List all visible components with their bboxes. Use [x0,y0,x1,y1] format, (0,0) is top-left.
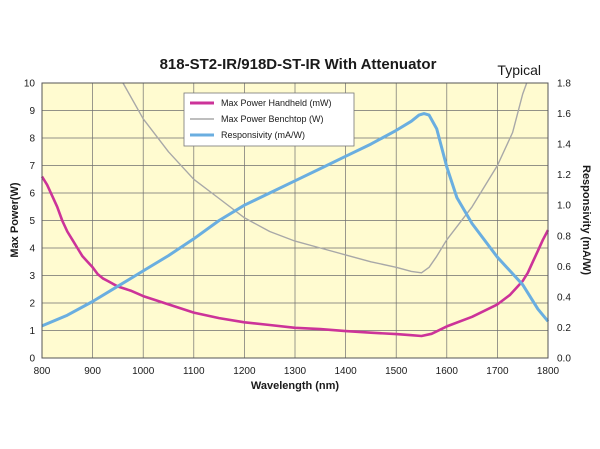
legend-label-responsivity: Responsivity (mA/W) [221,130,305,140]
series-lines [40,82,550,338]
y-left-tick-labels: 0 1 2 3 4 5 6 7 8 9 10 [24,79,36,365]
x-axis-title: Wavelength (nm) [251,380,340,392]
y-left-tick-label: 5 [29,216,35,227]
y-left-axis-title: Max Power(W) [9,182,21,258]
y-right-tick-label: 1.0 [557,201,571,212]
y-right-tick-label: 0.2 [557,323,571,334]
x-tick-label: 1300 [284,366,307,377]
y-right-tick-label: 1.8 [557,79,571,90]
y-right-tick-label: 1.6 [557,109,571,120]
y-left-tick-label: 2 [29,299,35,310]
legend: Max Power Handheld (mW) Max Power Bencht… [183,92,355,147]
y-left-tick-label: 1 [29,326,35,337]
x-tick-label: 1000 [132,366,155,377]
x-tick-label: 1200 [233,366,256,377]
legend-label-handheld: Max Power Handheld (mW) [221,98,332,108]
y-left-tick-label: 7 [29,161,35,172]
x-tick-label: 900 [84,366,101,377]
x-tick-label: 1700 [486,366,509,377]
y-left-tick-label: 3 [29,271,35,282]
y-right-tick-label: 0.0 [557,354,571,365]
y-left-tick-label: 0 [29,354,35,365]
chart-subtitle: Typical [497,62,541,78]
x-tick-labels: 800 900 1000 1100 1200 1300 1400 1500 1600 1700 18… [34,366,560,377]
chart-title: 818-ST2-IR/918D-ST-IR With Attenuator [160,56,437,73]
y-left-tick-label: 8 [29,134,35,145]
plot-border [41,82,549,359]
x-tick-label: 1800 [537,366,560,377]
y-right-tick-label: 1.2 [557,170,571,181]
x-tick-label: 1100 [183,366,205,377]
y-right-tick-labels: 0.0 0.2 0.4 0.6 0.8 1.0 1.2 1.4 1.6 1.8 [557,79,571,365]
y-right-tick-label: 0.4 [557,292,571,303]
y-right-tick-label: 1.4 [557,140,571,151]
series-handheld-line [40,175,550,338]
series-responsivity-line [41,112,550,328]
y-left-tick-label: 4 [29,244,35,255]
legend-label-benchtop: Max Power Benchtop (W) [221,114,324,124]
y-left-tick-label: 6 [29,189,35,200]
y-left-tick-label: 10 [24,79,36,90]
x-tick-label: 1500 [385,366,408,377]
series-benchtop-line [122,82,528,274]
x-tick-label: 800 [34,366,51,377]
x-tick-label: 1600 [436,366,459,377]
y-left-tick-label: 9 [29,106,35,117]
y-right-axis-title: Responsivity (mA/W) [580,165,592,275]
y-right-tick-label: 0.8 [557,231,571,242]
y-right-tick-label: 0.6 [557,262,571,273]
x-tick-label: 1400 [334,366,357,377]
